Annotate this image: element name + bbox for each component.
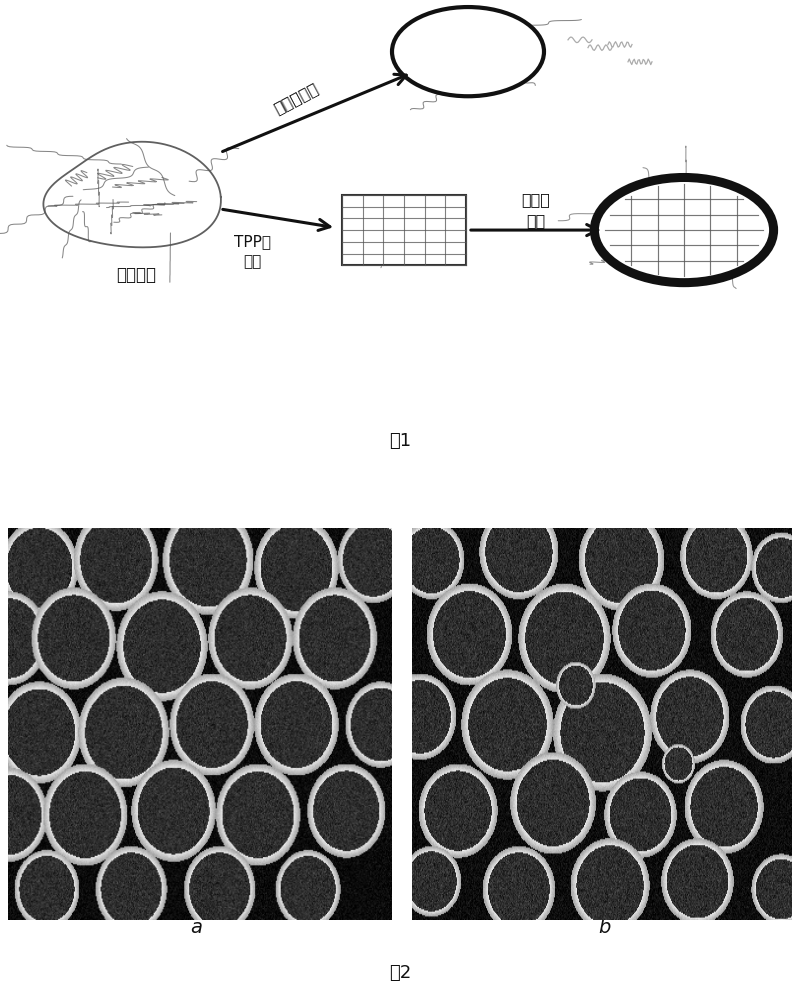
Text: 沉淀: 沉淀 xyxy=(243,255,261,270)
Text: 含药乳滴: 含药乳滴 xyxy=(116,266,156,284)
Circle shape xyxy=(594,178,774,283)
Text: 戊二醛交联: 戊二醛交联 xyxy=(271,81,321,117)
Bar xyxy=(342,195,466,266)
Text: 图2: 图2 xyxy=(389,963,411,982)
Text: b: b xyxy=(598,918,610,937)
Text: 图1: 图1 xyxy=(389,433,411,451)
Text: 交联: 交联 xyxy=(526,213,546,228)
Circle shape xyxy=(392,7,544,96)
Text: TPP预: TPP预 xyxy=(234,235,270,250)
Text: 戊二醛: 戊二醛 xyxy=(522,192,550,207)
Text: a: a xyxy=(190,918,202,937)
